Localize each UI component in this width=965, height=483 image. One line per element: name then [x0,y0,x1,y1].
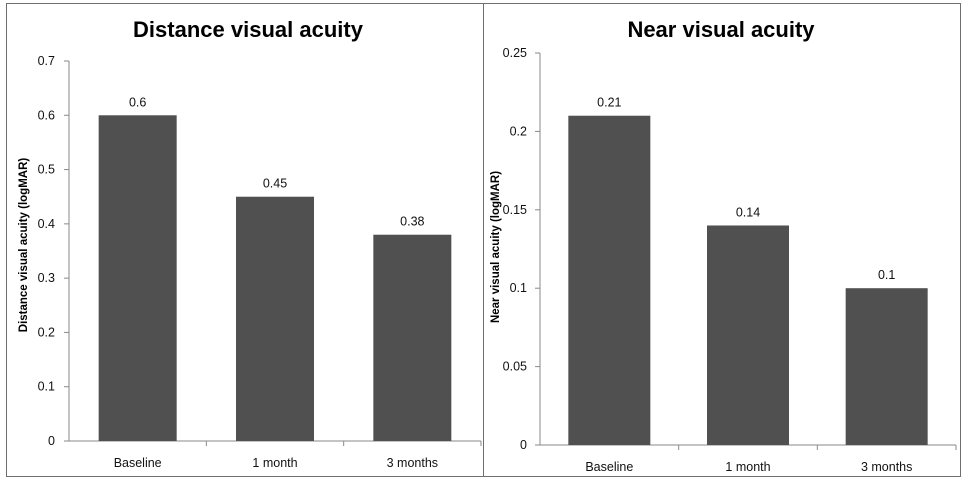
y-tick-label: 0.25 [503,46,527,60]
near-acuity-chart-panel: Near visual acuity Near visual acuity (l… [483,3,961,477]
data-label: 0.6 [129,95,146,109]
y-tick-label: 0.5 [38,163,55,177]
x-category-label: 3 months [387,456,438,470]
bar [707,225,789,445]
y-tick-label: 0 [520,438,527,452]
x-category-label: 1 month [252,456,297,470]
y-tick-label: 0.2 [38,325,55,339]
chart-title: Near visual acuity [627,17,815,42]
data-label: 0.21 [597,96,621,110]
distance-acuity-chart: Distance visual acuity Distance visual a… [18,17,482,470]
bar [98,115,177,442]
y-tick-label: 0.05 [503,360,527,374]
data-label: 0.38 [400,215,424,229]
y-tick-label: 0.6 [38,108,55,122]
y-axis-label: Near visual acuity (logMAR) [490,171,502,323]
bar [568,115,651,445]
y-tick-label: 0.1 [38,380,55,394]
bar [845,288,928,445]
bar [373,234,452,441]
bar [236,196,314,441]
y-tick-label: 0.2 [510,124,527,138]
y-tick-label: 0.1 [510,281,527,295]
y-tick-label: 0.7 [38,54,55,68]
x-category-label: 3 months [861,460,912,474]
y-tick-label: 0 [48,434,55,448]
y-axis-label: Distance visual acuity (logMAR) [18,158,30,333]
y-tick-label: 0.15 [503,203,527,217]
data-label: 0.1 [878,268,895,282]
x-category-label: Baseline [114,456,162,470]
distance-acuity-chart-panel: Distance visual acuity Distance visual a… [6,3,486,477]
x-category-label: 1 month [725,460,770,474]
chart-title: Distance visual acuity [133,17,364,42]
data-label: 0.45 [263,177,287,191]
near-acuity-chart: Near visual acuity Near visual acuity (l… [490,17,957,474]
data-label: 0.14 [736,205,760,219]
y-tick-label: 0.3 [38,271,55,285]
x-category-label: Baseline [585,460,633,474]
y-tick-label: 0.4 [38,217,55,231]
